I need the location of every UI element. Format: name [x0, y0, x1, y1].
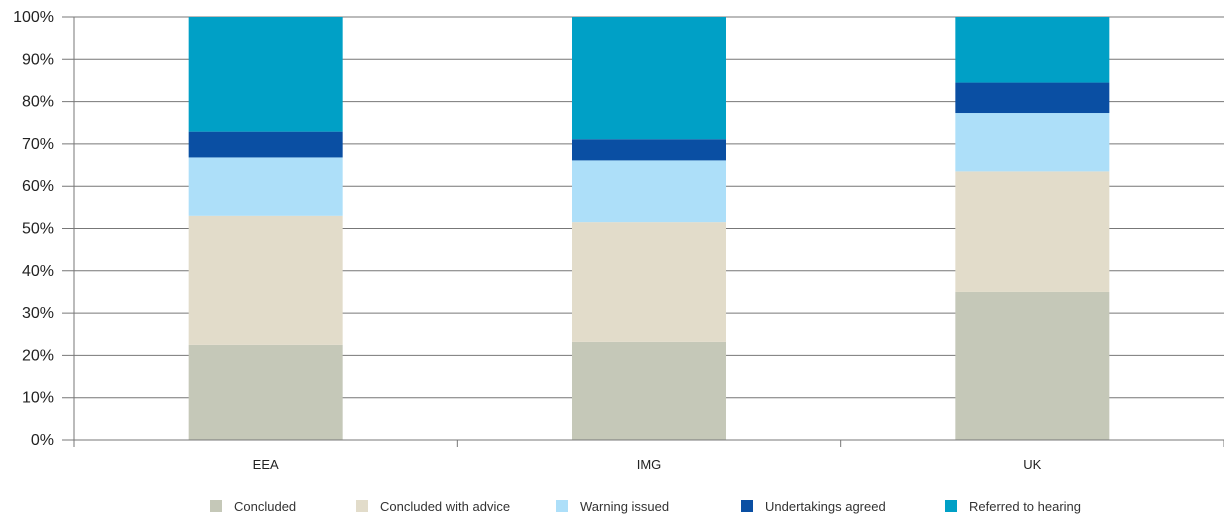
y-tick-label: 90% [22, 51, 54, 68]
x-tick-label: IMG [637, 457, 662, 472]
bar-segment [572, 139, 726, 161]
y-tick-label: 30% [22, 305, 54, 322]
y-tick-label: 10% [22, 390, 54, 407]
bar-segment [572, 17, 726, 140]
legend-swatch [741, 500, 753, 512]
legend-label: Concluded with advice [380, 499, 510, 514]
bar-segment [572, 160, 726, 223]
bar-segment [188, 131, 343, 158]
legend-swatch [556, 500, 568, 512]
legend-label: Referred to hearing [969, 499, 1081, 514]
y-tick-label: 20% [22, 347, 54, 364]
legend-swatch [945, 500, 957, 512]
y-tick-label: 40% [22, 263, 54, 280]
bar-segment [188, 344, 343, 440]
bar-segment [955, 291, 1110, 440]
x-tick-label: UK [1023, 457, 1041, 472]
y-tick-label: 80% [22, 94, 54, 111]
legend-swatch [210, 500, 222, 512]
y-tick-label: 50% [22, 221, 54, 238]
bar-segment [955, 113, 1110, 172]
legend-swatch [356, 500, 368, 512]
x-tick-label: EEA [253, 457, 279, 472]
bar-segment [188, 17, 343, 132]
y-tick-label: 100% [13, 9, 54, 26]
y-tick-label: 0% [31, 432, 54, 449]
bar-segment [955, 17, 1110, 83]
legend: Concluded Concluded with advice Warning is… [210, 499, 1081, 514]
legend-label: Concluded [234, 499, 296, 514]
bar-segment [572, 341, 726, 440]
legend-label: Warning issued [580, 499, 669, 514]
bar-segment [955, 171, 1110, 292]
bar-segment [572, 222, 726, 342]
y-axis-ticks: 0% 10% 20% 30% 40% 50% 60% 70% 80% 90% 100% [13, 9, 54, 449]
bars [188, 17, 1110, 440]
y-tick-label: 60% [22, 178, 54, 195]
legend-label: Undertakings agreed [765, 499, 886, 514]
bar-segment [188, 215, 343, 345]
x-axis: EEA IMG UK [73, 439, 1224, 472]
bar-segment [955, 82, 1110, 114]
bar-segment [188, 157, 343, 216]
y-tick-label: 70% [22, 136, 54, 153]
